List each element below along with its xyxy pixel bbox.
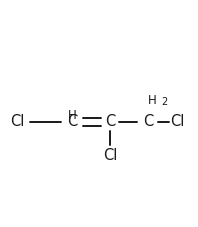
- Text: Cl: Cl: [103, 148, 117, 163]
- Text: H: H: [148, 94, 157, 107]
- Text: Cl: Cl: [10, 114, 24, 129]
- Text: C: C: [143, 114, 153, 129]
- Text: H: H: [68, 109, 76, 122]
- Text: C: C: [67, 114, 77, 129]
- Text: 2: 2: [161, 97, 167, 107]
- Text: Cl: Cl: [170, 114, 184, 129]
- Text: C: C: [105, 114, 115, 129]
